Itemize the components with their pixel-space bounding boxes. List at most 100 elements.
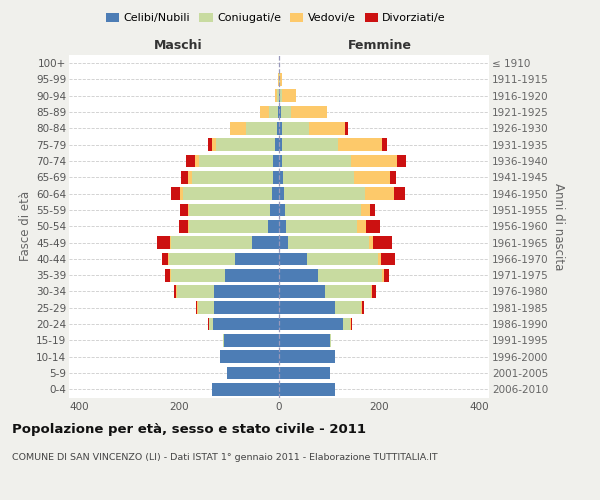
Bar: [343, 318, 350, 330]
Bar: [279, 122, 281, 135]
Bar: [279, 285, 325, 298]
Bar: [307, 252, 377, 265]
Bar: [279, 188, 284, 200]
Bar: [279, 138, 281, 151]
Bar: [284, 188, 365, 200]
Bar: [213, 318, 279, 330]
Bar: [330, 334, 331, 347]
Bar: [168, 252, 169, 265]
Bar: [350, 318, 352, 330]
Bar: [277, 90, 279, 102]
Bar: [268, 220, 279, 232]
Bar: [286, 220, 357, 232]
Bar: [345, 122, 347, 135]
Bar: [223, 334, 224, 347]
Bar: [279, 334, 330, 347]
Bar: [382, 138, 386, 151]
Bar: [394, 188, 405, 200]
Bar: [227, 366, 279, 380]
Bar: [318, 269, 382, 281]
Text: Maschi: Maschi: [154, 38, 203, 52]
Bar: [369, 236, 373, 249]
Bar: [235, 252, 279, 265]
Bar: [366, 220, 380, 232]
Bar: [165, 269, 170, 281]
Bar: [279, 154, 281, 168]
Bar: [179, 220, 188, 232]
Bar: [182, 188, 271, 200]
Bar: [281, 154, 350, 168]
Bar: [170, 269, 171, 281]
Bar: [373, 236, 392, 249]
Bar: [361, 204, 370, 216]
Bar: [171, 269, 225, 281]
Bar: [251, 236, 279, 249]
Bar: [162, 252, 168, 265]
Bar: [380, 252, 395, 265]
Text: Femmine: Femmine: [348, 38, 412, 52]
Bar: [275, 90, 277, 102]
Bar: [180, 204, 187, 216]
Bar: [281, 122, 309, 135]
Bar: [197, 302, 214, 314]
Bar: [187, 204, 189, 216]
Bar: [273, 154, 279, 168]
Bar: [282, 90, 296, 102]
Bar: [279, 236, 288, 249]
Bar: [220, 350, 279, 363]
Bar: [361, 302, 364, 314]
Bar: [275, 138, 279, 151]
Bar: [189, 220, 268, 232]
Bar: [171, 188, 180, 200]
Bar: [214, 285, 279, 298]
Text: Popolazione per età, sesso e stato civile - 2011: Popolazione per età, sesso e stato civil…: [12, 422, 366, 436]
Bar: [260, 106, 269, 118]
Bar: [290, 106, 326, 118]
Bar: [279, 366, 330, 380]
Bar: [186, 154, 195, 168]
Bar: [212, 383, 279, 396]
Bar: [350, 154, 397, 168]
Bar: [176, 285, 214, 298]
Bar: [357, 220, 366, 232]
Bar: [157, 236, 170, 249]
Bar: [279, 350, 335, 363]
Bar: [245, 122, 277, 135]
Bar: [214, 302, 279, 314]
Bar: [195, 154, 199, 168]
Bar: [279, 252, 307, 265]
Bar: [229, 122, 245, 135]
Bar: [337, 138, 382, 151]
Bar: [192, 171, 273, 183]
Bar: [285, 204, 361, 216]
Bar: [279, 204, 285, 216]
Bar: [279, 220, 286, 232]
Bar: [189, 204, 270, 216]
Bar: [288, 236, 369, 249]
Text: COMUNE DI SAN VINCENZO (LI) - Dati ISTAT 1° gennaio 2011 - Elaborazione TUTTITAL: COMUNE DI SAN VINCENZO (LI) - Dati ISTAT…: [12, 452, 437, 462]
Bar: [397, 154, 406, 168]
Bar: [196, 302, 197, 314]
Y-axis label: Anni di nascita: Anni di nascita: [552, 182, 565, 270]
Bar: [181, 171, 188, 183]
Bar: [283, 171, 354, 183]
Bar: [279, 106, 281, 118]
Bar: [188, 171, 192, 183]
Bar: [277, 106, 279, 118]
Bar: [365, 188, 394, 200]
Bar: [224, 334, 279, 347]
Bar: [188, 220, 189, 232]
Bar: [279, 383, 335, 396]
Bar: [279, 171, 283, 183]
Bar: [208, 138, 212, 151]
Bar: [209, 318, 213, 330]
Y-axis label: Fasce di età: Fasce di età: [19, 191, 32, 262]
Bar: [270, 204, 279, 216]
Bar: [372, 285, 376, 298]
Bar: [309, 122, 345, 135]
Bar: [199, 154, 273, 168]
Bar: [335, 302, 361, 314]
Bar: [279, 302, 335, 314]
Bar: [170, 236, 251, 249]
Bar: [279, 318, 343, 330]
